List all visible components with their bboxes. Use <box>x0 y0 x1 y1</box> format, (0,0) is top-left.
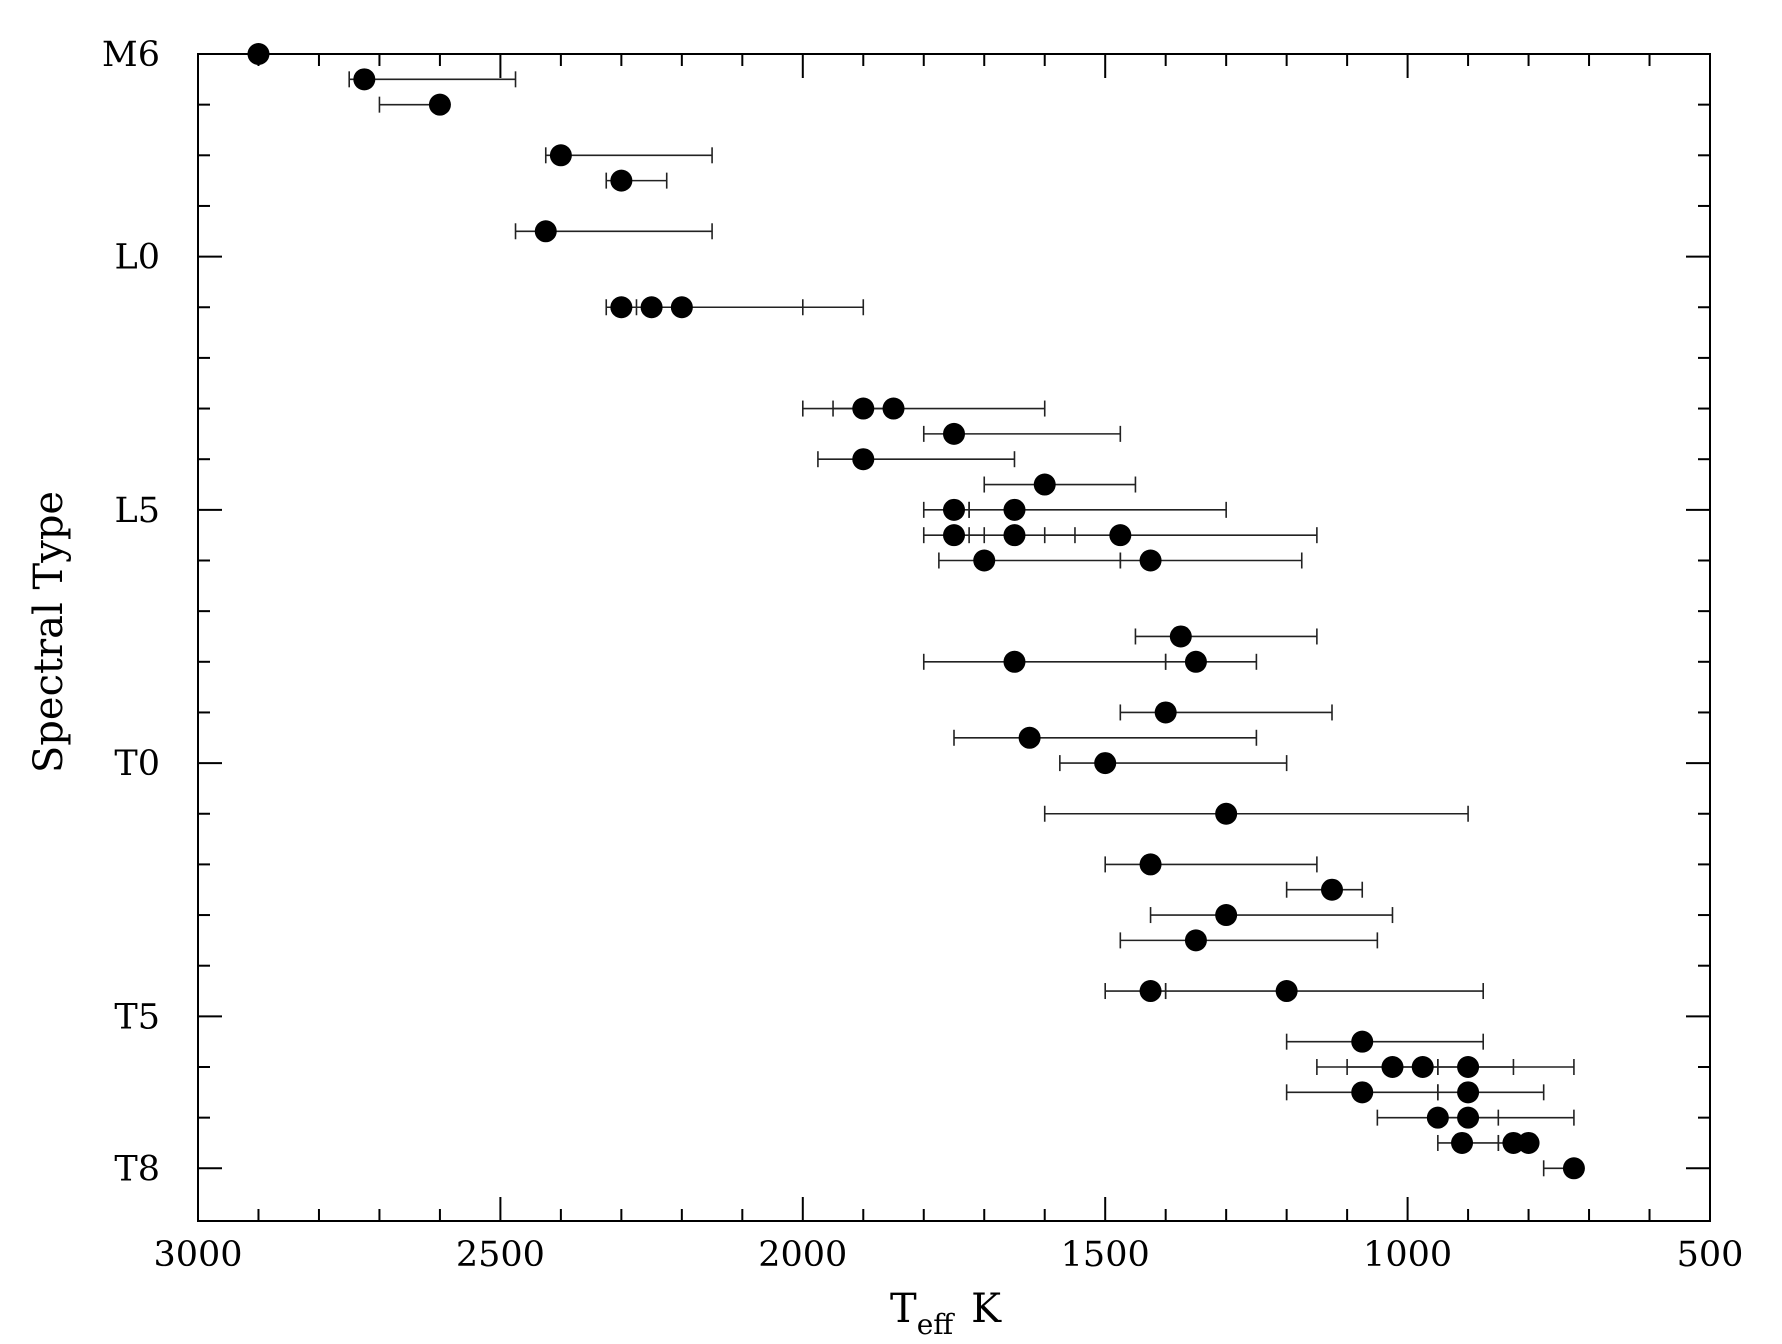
data-point <box>1502 1131 1525 1154</box>
plot-frame <box>197 53 1711 1222</box>
data-point <box>1139 853 1162 876</box>
y-tick-label: T5 <box>114 997 160 1037</box>
data-point <box>1426 1106 1449 1129</box>
data-point <box>1351 1081 1374 1104</box>
data-point <box>549 144 572 167</box>
data-point <box>943 422 965 445</box>
data-point <box>852 397 875 420</box>
x-axis-label-main: T <box>890 1286 917 1332</box>
data-point <box>1457 1106 1480 1129</box>
x-tick-label: 500 <box>1677 1235 1744 1275</box>
x-tick-label: 1000 <box>1363 1235 1452 1275</box>
data-point <box>1139 980 1162 1003</box>
x-tick-label: 3000 <box>153 1235 242 1275</box>
data-point <box>1139 549 1162 572</box>
data-point <box>1184 929 1207 952</box>
x-axis-label: Teff K <box>890 1286 1002 1341</box>
data-point <box>1351 1030 1374 1053</box>
data-point <box>1003 650 1026 673</box>
x-tick-labels: 3000 2500 2000 1500 1000 500 <box>153 1235 1743 1275</box>
y-axis-label: Spectral Type <box>26 491 72 773</box>
data-point <box>1109 524 1132 547</box>
data-point <box>973 549 996 572</box>
data-point <box>1411 1056 1434 1078</box>
data-point <box>670 296 693 319</box>
data-point <box>1275 980 1298 1003</box>
x-tick-label: 2000 <box>758 1235 847 1275</box>
data-point <box>1381 1056 1404 1078</box>
error-bars <box>348 71 1575 1177</box>
data-point <box>1215 802 1238 825</box>
data-point <box>882 397 905 420</box>
y-tick-label: M6 <box>102 35 160 75</box>
data-point <box>1003 498 1026 521</box>
data-points <box>247 43 1585 1180</box>
data-point <box>247 43 270 65</box>
data-point <box>610 169 633 192</box>
data-point <box>943 498 965 521</box>
x-axis-label-unit: K <box>971 1286 1002 1332</box>
data-point <box>1215 904 1238 927</box>
data-point <box>1517 1131 1540 1154</box>
data-point <box>1457 1081 1480 1104</box>
x-axis-label-subscript: eff <box>917 1308 956 1341</box>
x-tick-label: 1500 <box>1061 1235 1150 1275</box>
data-point <box>1321 878 1343 901</box>
data-point <box>943 524 965 547</box>
data-point <box>1003 524 1026 547</box>
data-point <box>1154 701 1177 724</box>
data-point <box>428 93 451 116</box>
y-tick-labels: M6 L0 L5 T0 T5 T8 <box>102 35 160 1189</box>
y-tick-label: T0 <box>114 744 160 784</box>
data-point <box>534 220 557 243</box>
data-point <box>1457 1056 1480 1078</box>
data-point <box>1184 650 1207 673</box>
data-point <box>1094 752 1117 775</box>
y-tick-label: L0 <box>114 238 160 278</box>
data-point <box>1451 1131 1474 1154</box>
y-tick-label: T8 <box>114 1149 160 1189</box>
data-point <box>610 296 633 319</box>
data-point <box>1033 473 1056 496</box>
data-point <box>1018 726 1041 749</box>
data-point <box>852 448 875 471</box>
data-point <box>1169 625 1192 648</box>
data-point <box>640 296 663 319</box>
data-point <box>1562 1157 1585 1180</box>
y-tick-label: L5 <box>114 491 160 531</box>
data-point <box>353 68 376 91</box>
x-tick-label: 2500 <box>456 1235 545 1275</box>
